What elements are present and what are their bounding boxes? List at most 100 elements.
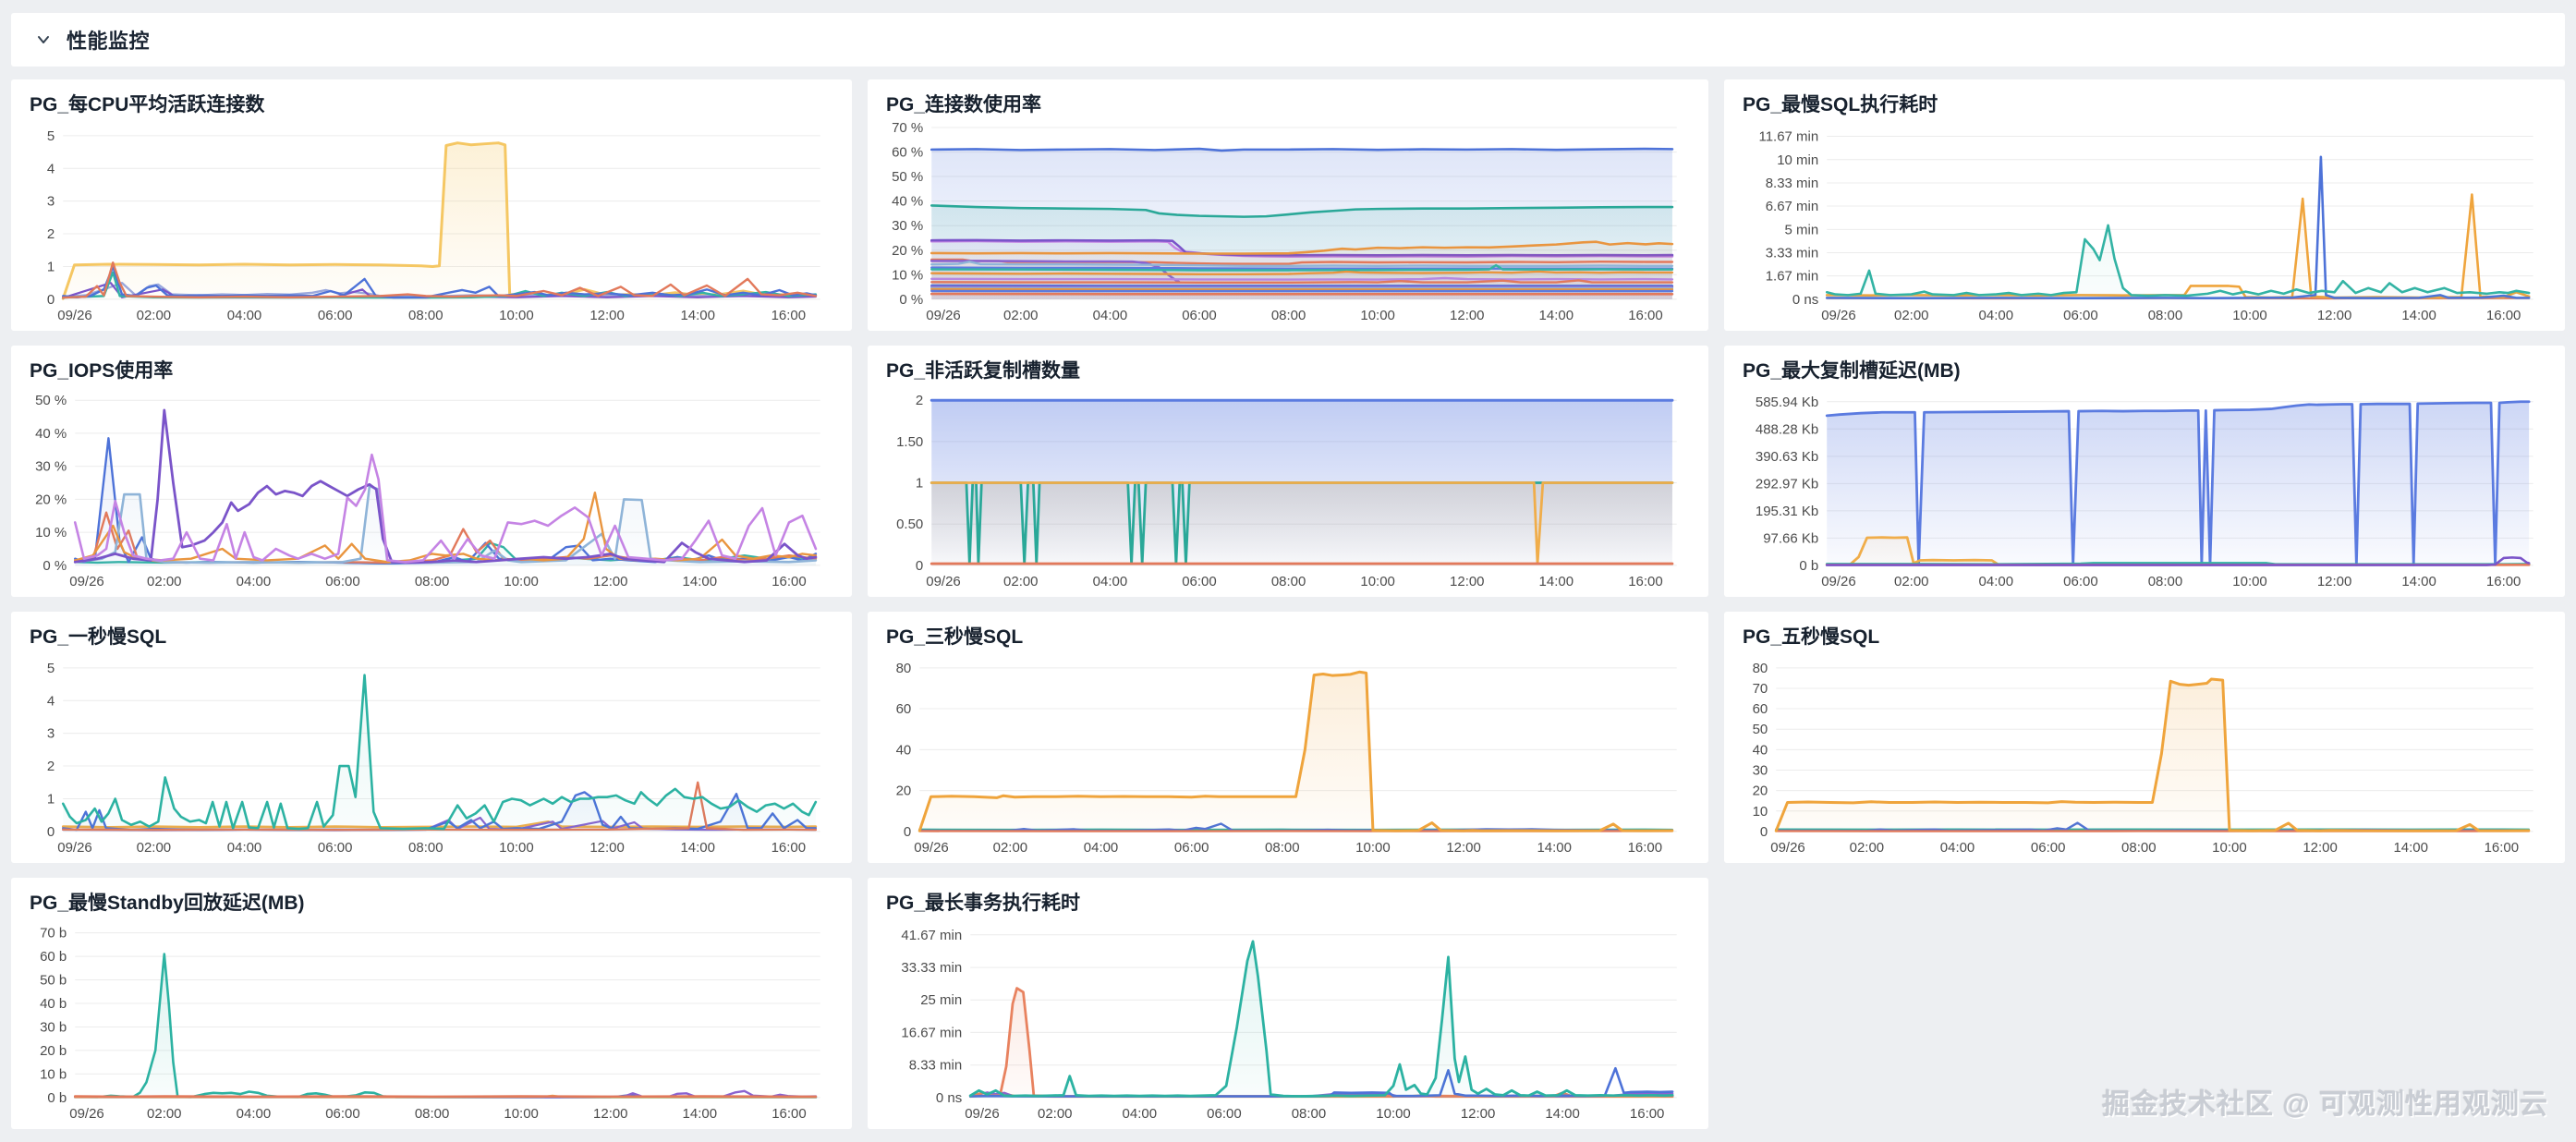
svg-text:14:00: 14:00	[680, 840, 715, 856]
svg-text:12:00: 12:00	[1446, 840, 1481, 856]
svg-text:60: 60	[896, 701, 912, 717]
svg-text:02:00: 02:00	[1003, 308, 1039, 323]
svg-text:04:00: 04:00	[1979, 308, 2014, 323]
chart-panel-11: PG_最长事务执行耗时 41.67 min 33.33 min 25 min 16.6…	[868, 878, 1708, 1129]
svg-text:80: 80	[1753, 661, 1768, 676]
svg-text:02:00: 02:00	[1894, 574, 1929, 589]
svg-text:04:00: 04:00	[237, 574, 272, 589]
chart-canvas[interactable]: 80 60 40 20 009/26 02:00 04:00 06:00 08:00 10:00 1…	[886, 650, 1690, 857]
svg-text:08:00: 08:00	[1271, 308, 1306, 323]
svg-text:12:00: 12:00	[1450, 308, 1485, 323]
chevron-down-icon[interactable]	[33, 30, 54, 50]
svg-text:09/26: 09/26	[69, 1106, 104, 1122]
svg-text:14:00: 14:00	[2393, 840, 2428, 856]
svg-text:08:00: 08:00	[1265, 840, 1300, 856]
chart-canvas[interactable]: 585.94 Kb 488.28 Kb 390.63 Kb 292.97 Kb 195.…	[1743, 384, 2546, 591]
chart-canvas[interactable]: 11.67 min 10 min 8.33 min 6.67 min 5 min 3.33…	[1743, 118, 2546, 325]
svg-text:0 %: 0 %	[899, 292, 923, 308]
svg-text:14:00: 14:00	[1539, 308, 1574, 323]
svg-text:10 %: 10 %	[35, 525, 67, 541]
svg-text:16:00: 16:00	[772, 840, 807, 856]
chart-canvas[interactable]: 70 b 60 b 50 b 40 b 30 b 20 b 10 b 0 b09/26 02:0…	[30, 917, 833, 1124]
svg-text:14:00: 14:00	[2401, 308, 2436, 323]
svg-text:02:00: 02:00	[1850, 840, 1885, 856]
svg-text:11.67 min: 11.67 min	[1759, 129, 1819, 145]
svg-text:12:00: 12:00	[2303, 840, 2338, 856]
panel-title: PG_最大复制槽延迟(MB)	[1743, 360, 1961, 382]
svg-text:02:00: 02:00	[1894, 308, 1929, 323]
svg-text:04:00: 04:00	[1093, 574, 1128, 589]
svg-text:04:00: 04:00	[1979, 574, 2014, 589]
svg-text:12:00: 12:00	[1461, 1106, 1496, 1122]
panel-title: PG_最长事务执行耗时	[886, 893, 1081, 914]
svg-text:14:00: 14:00	[1537, 840, 1572, 856]
svg-text:0 b: 0 b	[47, 1090, 67, 1106]
svg-text:33.33 min: 33.33 min	[901, 960, 962, 976]
svg-text:16:00: 16:00	[1628, 840, 1663, 856]
svg-text:30 %: 30 %	[892, 218, 923, 234]
svg-text:16:00: 16:00	[772, 574, 807, 589]
svg-text:12:00: 12:00	[593, 574, 628, 589]
svg-text:09/26: 09/26	[965, 1106, 1000, 1122]
panel-title: PG_一秒慢SQL	[30, 626, 167, 648]
svg-text:488.28 Kb: 488.28 Kb	[1756, 421, 1818, 437]
chart-canvas[interactable]: 2 1.50 1 0.50 009/26 02:00 04:00 06:00 08:00 10:0…	[886, 384, 1690, 591]
svg-text:16:00: 16:00	[2486, 308, 2521, 323]
svg-text:20: 20	[1753, 784, 1768, 799]
panel-title: PG_连接数使用率	[886, 94, 1042, 115]
svg-text:12:00: 12:00	[1450, 574, 1485, 589]
svg-text:04:00: 04:00	[237, 1106, 272, 1122]
svg-text:08:00: 08:00	[2148, 308, 2183, 323]
svg-text:0: 0	[47, 292, 55, 308]
svg-text:60 %: 60 %	[892, 145, 923, 161]
svg-text:16:00: 16:00	[772, 1106, 807, 1122]
svg-text:40 %: 40 %	[35, 426, 67, 442]
svg-text:09/26: 09/26	[1821, 308, 1856, 323]
svg-text:08:00: 08:00	[408, 840, 444, 856]
svg-text:10:00: 10:00	[504, 1106, 539, 1122]
svg-text:1: 1	[916, 476, 923, 492]
svg-text:5: 5	[47, 661, 55, 676]
svg-text:292.97 Kb: 292.97 Kb	[1756, 476, 1818, 492]
svg-text:10:00: 10:00	[499, 308, 534, 323]
svg-text:70: 70	[1753, 681, 1768, 697]
chart-canvas[interactable]: 80 70 60 50 40 30 20 10 009/26 02:00 04:00 06:00 08:…	[1743, 650, 2546, 857]
svg-text:0: 0	[916, 558, 923, 574]
panel-title: PG_非活跃复制槽数量	[886, 360, 1081, 382]
watermark-text: 掘金技术社区 @ 可观测性用观测云	[2102, 1089, 2548, 1120]
chart-canvas[interactable]: 70 % 60 % 50 % 40 % 30 % 20 % 10 % 0 %09/26 02:0…	[886, 118, 1690, 325]
chart-canvas[interactable]: 41.67 min 33.33 min 25 min 16.67 min 8.33 mi…	[886, 917, 1690, 1124]
svg-text:8.33 min: 8.33 min	[909, 1058, 962, 1074]
svg-text:10: 10	[1753, 804, 1768, 820]
svg-text:8.33 min: 8.33 min	[1766, 176, 1818, 191]
chart-canvas[interactable]: 5 4 3 2 1 009/26 02:00 04:00 06:00 08:00 10:00 12:0…	[30, 118, 833, 325]
svg-text:16:00: 16:00	[2485, 840, 2520, 856]
svg-text:25 min: 25 min	[920, 992, 962, 1008]
panel-title: PG_三秒慢SQL	[886, 626, 1024, 648]
svg-text:09/26: 09/26	[1770, 840, 1805, 856]
chart-canvas[interactable]: 5 4 3 2 1 009/26 02:00 04:00 06:00 08:00 10:00 12:0…	[30, 650, 833, 857]
svg-text:06:00: 06:00	[325, 1106, 360, 1122]
svg-text:6.67 min: 6.67 min	[1766, 199, 1818, 214]
svg-text:70 b: 70 b	[40, 926, 67, 942]
section-header[interactable]: 性能监控	[11, 13, 2565, 67]
svg-text:10:00: 10:00	[1376, 1106, 1411, 1122]
svg-text:1.50: 1.50	[896, 434, 923, 450]
svg-text:14:00: 14:00	[683, 1106, 718, 1122]
svg-text:80: 80	[896, 661, 912, 676]
svg-text:10:00: 10:00	[499, 840, 534, 856]
svg-text:04:00: 04:00	[227, 308, 262, 323]
svg-text:09/26: 09/26	[926, 574, 961, 589]
svg-text:585.94 Kb: 585.94 Kb	[1756, 395, 1818, 410]
svg-text:50 b: 50 b	[40, 973, 67, 989]
svg-text:06:00: 06:00	[2031, 840, 2066, 856]
svg-text:14:00: 14:00	[1545, 1106, 1580, 1122]
svg-text:40: 40	[1753, 742, 1768, 758]
svg-text:08:00: 08:00	[415, 1106, 450, 1122]
svg-text:10:00: 10:00	[1355, 840, 1391, 856]
svg-text:06:00: 06:00	[1182, 308, 1217, 323]
svg-text:50: 50	[1753, 722, 1768, 737]
svg-text:12:00: 12:00	[589, 308, 625, 323]
chart-canvas[interactable]: 50 % 40 % 30 % 20 % 10 % 0 %09/26 02:00 04:00 06…	[30, 384, 833, 591]
svg-text:16.67 min: 16.67 min	[901, 1026, 962, 1041]
